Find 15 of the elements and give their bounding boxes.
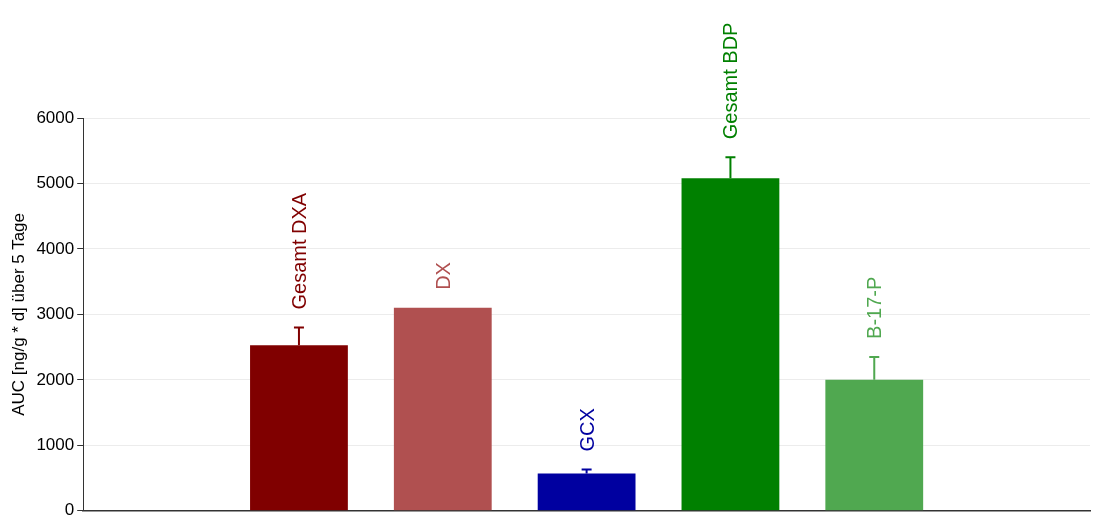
x-tick-label: Gesamt DXA (287, 192, 310, 310)
y-tick-label: 0 (64, 500, 75, 520)
y-tick-label: 2000 (36, 369, 75, 389)
y-axis-title: AUC [ng/g * d] über 5 Tage (8, 212, 28, 416)
x-tick-label: DX (431, 262, 454, 290)
x-tick-label: Gesamt BDP (719, 22, 742, 140)
x-tick-label: B-17-P (863, 276, 886, 339)
bar (393, 307, 492, 511)
x-tick-label: GCX (575, 408, 598, 452)
bar (537, 473, 636, 511)
y-tick-label: 5000 (36, 173, 75, 193)
y-tick-label: 1000 (36, 435, 75, 455)
y-tick-label: 4000 (36, 238, 75, 258)
y-tick-label: 3000 (36, 304, 75, 324)
y-tick-label: 6000 (36, 107, 75, 127)
